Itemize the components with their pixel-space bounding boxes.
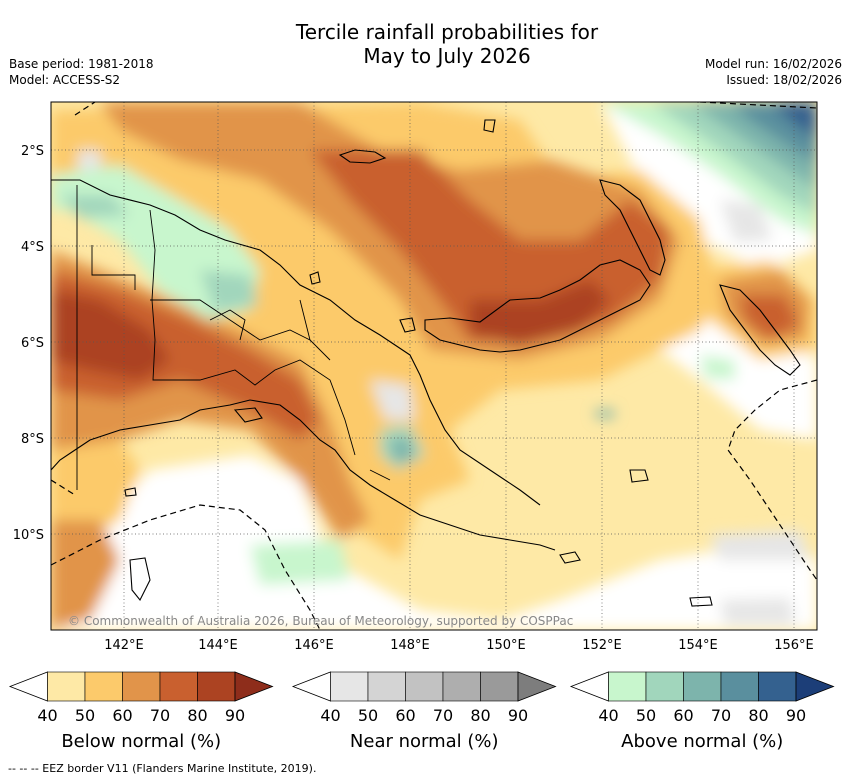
latitude-labels: 2°S 4°S 6°S 8°S 10°S: [13, 144, 44, 543]
coastlines: [51, 119, 801, 607]
lat-label: 6°S: [21, 336, 44, 351]
colorbar-bin: [367, 671, 406, 702]
longitude-labels: 142°E 144°E 146°E 148°E 150°E 152°E 154°…: [104, 638, 814, 653]
lon-label: 150°E: [486, 638, 526, 653]
lon-label: 152°E: [582, 638, 622, 653]
map-frame: [50, 101, 818, 631]
colorbar-bin: [442, 671, 481, 702]
gridlines: [51, 102, 817, 630]
colorbar-tick: 40: [598, 706, 618, 725]
colorbar-extend-low: [291, 671, 331, 702]
title-line-2: May to July 2026: [363, 44, 531, 68]
copyright-text: © Commonwealth of Australia 2026, Bureau…: [68, 614, 573, 628]
meta-left: Base period: 1981-2018 Model: ACCESS-S2: [9, 56, 154, 88]
colorbar-tick: 50: [75, 706, 95, 725]
lon-label: 154°E: [678, 638, 718, 653]
borders: [76, 185, 391, 490]
colorbar-tick: 70: [433, 706, 453, 725]
lon-label: 144°E: [198, 638, 238, 653]
colorbar-tick: 80: [470, 706, 490, 725]
colorbar-bin: [122, 671, 161, 702]
colorbar-bin: [683, 671, 722, 702]
probability-field: © Commonwealth of Australia 2026, Bureau…: [51, 102, 817, 630]
colorbar-tick: 90: [225, 706, 245, 725]
colorbar-bin: [197, 671, 236, 702]
eez-footnote: -- -- -- EEZ border V11 (Flanders Marine…: [8, 762, 317, 775]
map-title: Tercile rainfall probabilities for May t…: [0, 20, 850, 68]
colorbar-title: Below normal (%): [61, 731, 221, 752]
lon-label: 146°E: [294, 638, 334, 653]
colorbar-tick: 70: [150, 706, 170, 725]
base-period: Base period: 1981-2018: [9, 57, 154, 71]
lat-label: 4°S: [21, 240, 44, 255]
colorbar-tick: 80: [748, 706, 768, 725]
colorbar-title: Above normal (%): [621, 731, 783, 752]
lon-label: 142°E: [104, 638, 144, 653]
colorbar-tick: 40: [320, 706, 340, 725]
colorbar-extend-high: [795, 671, 835, 702]
lat-label: 10°S: [13, 528, 44, 543]
colorbar-bin: [758, 671, 797, 702]
colorbar-tick: 60: [395, 706, 415, 725]
colorbar-extend-high: [234, 671, 274, 702]
lat-label: 8°S: [21, 432, 44, 447]
colorbar-bin: [47, 671, 86, 702]
colorbar-bin: [608, 671, 647, 702]
colorbar-tick: 80: [187, 706, 207, 725]
colorbar-title: Near normal (%): [350, 731, 499, 752]
colorbar-extend-low: [8, 671, 48, 702]
lat-label: 2°S: [21, 144, 44, 159]
colorbar-tick: 90: [508, 706, 528, 725]
title-line-1: Tercile rainfall probabilities for: [295, 20, 599, 44]
colorbar-near: 40 50 60 70 80 90 Near normal (%): [291, 671, 557, 752]
colorbar-bin: [645, 671, 684, 702]
colorbar-bin: [330, 671, 369, 702]
eez-borders: [51, 102, 817, 630]
issued-date: Issued: 18/02/2026: [726, 73, 842, 87]
colorbar-extend-high: [517, 671, 557, 702]
colorbar-bin: [480, 671, 519, 702]
model-run: Model run: 16/02/2026: [704, 57, 842, 71]
colorbar-tick: 50: [358, 706, 378, 725]
colorbar-extend-low: [569, 671, 609, 702]
model-name: Model: ACCESS-S2: [9, 73, 121, 87]
lon-label: 156°E: [774, 638, 814, 653]
colorbar-bin: [720, 671, 759, 702]
lon-label: 148°E: [390, 638, 430, 653]
colorbar-tick: 60: [112, 706, 132, 725]
colorbar-tick: 70: [711, 706, 731, 725]
colorbar-bin: [159, 671, 198, 702]
colorbar-bin: [405, 671, 444, 702]
colorbar-bin: [84, 671, 123, 702]
meta-right: Model run: 16/02/2026 Issued: 18/02/2026: [705, 56, 842, 88]
colorbar-tick: 60: [673, 706, 693, 725]
colorbar-tick: 40: [37, 706, 57, 725]
colorbar-tick: 50: [636, 706, 656, 725]
colorbar-tick: 90: [786, 706, 806, 725]
